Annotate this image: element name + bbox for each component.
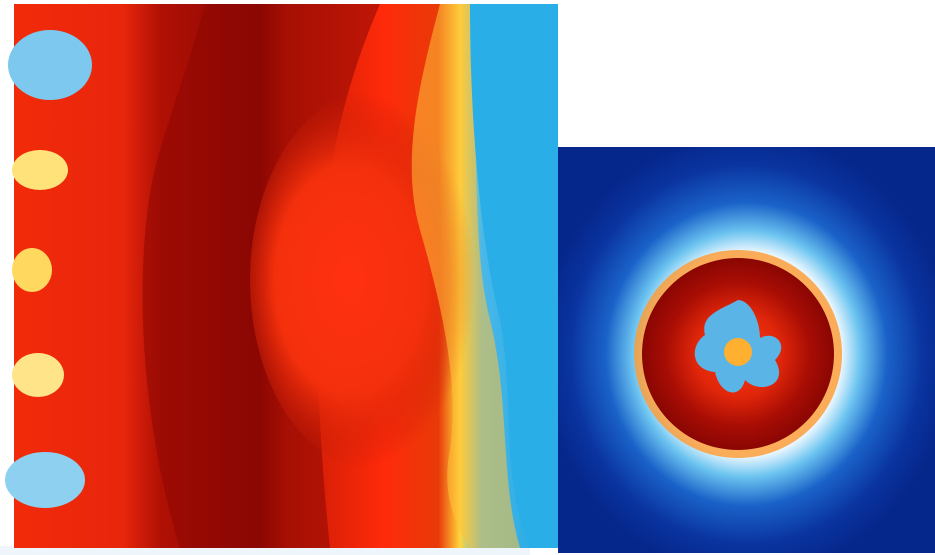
center-spot (724, 338, 752, 366)
edge-blob (5, 452, 85, 508)
page: {} (0, 0, 935, 555)
right-fractal (558, 147, 935, 553)
edge-blob (12, 353, 64, 397)
edge-blob (12, 150, 68, 190)
left-fractal (5, 4, 558, 548)
canvas (0, 0, 935, 555)
edge-blob (8, 30, 92, 100)
edge-blob (12, 248, 52, 292)
